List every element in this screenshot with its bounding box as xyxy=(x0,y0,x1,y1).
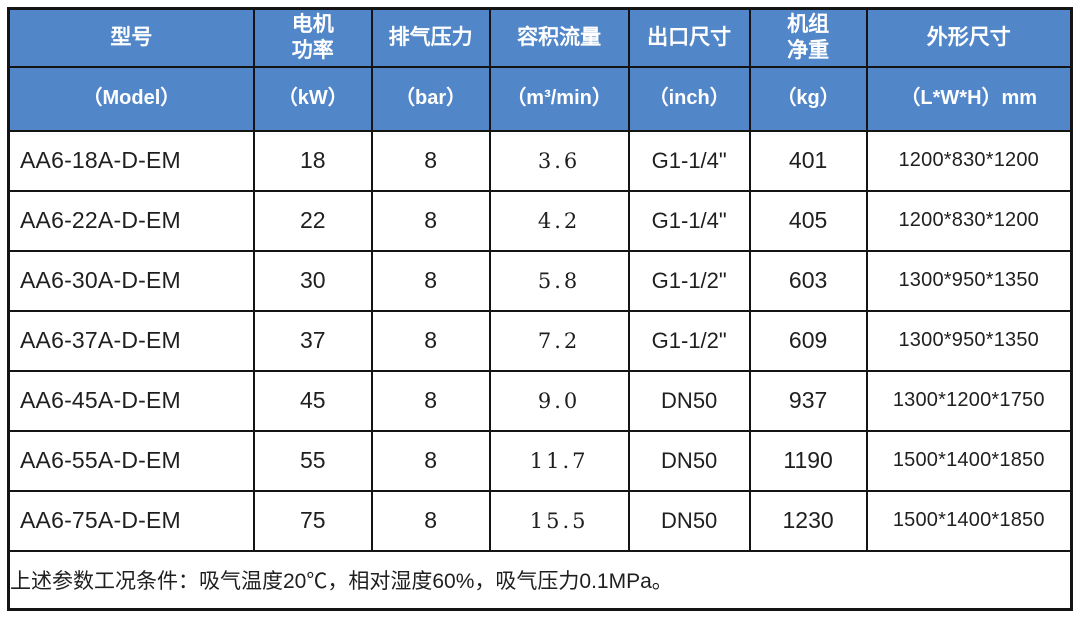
cell-model: AA6-37A-D-EM xyxy=(7,309,255,372)
col-header-discharge-pressure: 排气压力 xyxy=(370,7,491,68)
cell-outlet-size: DN50 xyxy=(627,369,751,432)
cell-dimensions: 1300*950*1350 xyxy=(865,249,1073,312)
cell-model: AA6-75A-D-EM xyxy=(7,489,255,553)
cell-net-weight: 1230 xyxy=(748,489,868,553)
table-footer: 上述参数工况条件：吸气温度20℃，相对湿度60%，吸气压力0.1MPa。 xyxy=(7,550,1073,611)
col-unit-dimensions: （L*W*H）mm xyxy=(865,65,1073,132)
cell-outlet-size: G1-1/4" xyxy=(627,129,751,192)
cell-motor-power: 45 xyxy=(252,369,373,432)
cell-dimensions: 1200*830*1200 xyxy=(865,189,1073,252)
cell-net-weight: 609 xyxy=(748,309,868,372)
col-unit-motor-power: （kW） xyxy=(252,65,373,132)
cell-discharge-pressure: 8 xyxy=(370,429,491,492)
cell-net-weight: 401 xyxy=(748,129,868,192)
header-row-titles: 型号 电机 功率 排气压力 容积流量 出口尺寸 机组 净重 外形尺寸 xyxy=(7,7,1073,68)
col-header-outlet-size: 出口尺寸 xyxy=(627,7,751,68)
cell-net-weight: 1190 xyxy=(748,429,868,492)
cell-dimensions: 1200*830*1200 xyxy=(865,129,1073,192)
table-row: AA6-18A-D-EM 18 8 3.6 G1-1/4" 401 1200*8… xyxy=(7,129,1073,192)
cell-model: AA6-55A-D-EM xyxy=(7,429,255,492)
cell-motor-power: 22 xyxy=(252,189,373,252)
header-row-units: （Model） （kW） （bar） （m³/min） （inch） （kg） … xyxy=(7,65,1073,132)
cell-outlet-size: DN50 xyxy=(627,429,751,492)
cell-volume-flow: 11.7 xyxy=(488,429,630,492)
cell-model: AA6-18A-D-EM xyxy=(7,129,255,192)
spec-table: 型号 电机 功率 排气压力 容积流量 出口尺寸 机组 净重 外形尺寸 （Mode… xyxy=(7,7,1073,611)
cell-outlet-size: DN50 xyxy=(627,489,751,553)
table-row: AA6-75A-D-EM 75 8 15.5 DN50 1230 1500*14… xyxy=(7,489,1073,553)
cell-dimensions: 1300*950*1350 xyxy=(865,309,1073,372)
col-header-motor-power: 电机 功率 xyxy=(252,7,373,68)
cell-volume-flow: 7.2 xyxy=(488,309,630,372)
cell-volume-flow: 3.6 xyxy=(488,129,630,192)
cell-discharge-pressure: 8 xyxy=(370,489,491,553)
col-header-model: 型号 xyxy=(7,7,255,68)
col-header-dimensions: 外形尺寸 xyxy=(865,7,1073,68)
cell-dimensions: 1500*1400*1850 xyxy=(865,489,1073,553)
table-row: AA6-37A-D-EM 37 8 7.2 G1-1/2" 609 1300*9… xyxy=(7,309,1073,372)
cell-outlet-size: G1-1/4" xyxy=(627,189,751,252)
table-row: AA6-22A-D-EM 22 8 4.2 G1-1/4" 405 1200*8… xyxy=(7,189,1073,252)
table-row: AA6-45A-D-EM 45 8 9.0 DN50 937 1300*1200… xyxy=(7,369,1073,432)
cell-dimensions: 1500*1400*1850 xyxy=(865,429,1073,492)
col-header-net-weight: 机组 净重 xyxy=(748,7,868,68)
cell-discharge-pressure: 8 xyxy=(370,129,491,192)
table-row: AA6-55A-D-EM 55 8 11.7 DN50 1190 1500*14… xyxy=(7,429,1073,492)
cell-net-weight: 405 xyxy=(748,189,868,252)
cell-net-weight: 603 xyxy=(748,249,868,312)
cell-motor-power: 55 xyxy=(252,429,373,492)
cell-volume-flow: 5.8 xyxy=(488,249,630,312)
spec-table-container: 型号 电机 功率 排气压力 容积流量 出口尺寸 机组 净重 外形尺寸 （Mode… xyxy=(7,7,1073,611)
note-row: 上述参数工况条件：吸气温度20℃，相对湿度60%，吸气压力0.1MPa。 xyxy=(7,550,1073,611)
col-unit-net-weight: （kg） xyxy=(748,65,868,132)
table-body: AA6-18A-D-EM 18 8 3.6 G1-1/4" 401 1200*8… xyxy=(7,129,1073,553)
col-header-volume-flow: 容积流量 xyxy=(488,7,630,68)
cell-discharge-pressure: 8 xyxy=(370,249,491,312)
cell-discharge-pressure: 8 xyxy=(370,369,491,432)
cell-volume-flow: 9.0 xyxy=(488,369,630,432)
col-unit-volume-flow: （m³/min） xyxy=(488,65,630,132)
table-header: 型号 电机 功率 排气压力 容积流量 出口尺寸 机组 净重 外形尺寸 （Mode… xyxy=(7,7,1073,132)
cell-model: AA6-45A-D-EM xyxy=(7,369,255,432)
cell-volume-flow: 4.2 xyxy=(488,189,630,252)
col-unit-outlet-size: （inch） xyxy=(627,65,751,132)
cell-outlet-size: G1-1/2" xyxy=(627,309,751,372)
cell-model: AA6-22A-D-EM xyxy=(7,189,255,252)
cell-motor-power: 75 xyxy=(252,489,373,553)
cell-net-weight: 937 xyxy=(748,369,868,432)
cell-discharge-pressure: 8 xyxy=(370,189,491,252)
cell-model: AA6-30A-D-EM xyxy=(7,249,255,312)
cell-motor-power: 37 xyxy=(252,309,373,372)
col-unit-discharge-pressure: （bar） xyxy=(370,65,491,132)
cell-discharge-pressure: 8 xyxy=(370,309,491,372)
table-row: AA6-30A-D-EM 30 8 5.8 G1-1/2" 603 1300*9… xyxy=(7,249,1073,312)
cell-motor-power: 30 xyxy=(252,249,373,312)
col-unit-model: （Model） xyxy=(7,65,255,132)
cell-outlet-size: G1-1/2" xyxy=(627,249,751,312)
cell-motor-power: 18 xyxy=(252,129,373,192)
cell-volume-flow: 15.5 xyxy=(488,489,630,553)
cell-dimensions: 1300*1200*1750 xyxy=(865,369,1073,432)
operating-conditions-note: 上述参数工况条件：吸气温度20℃，相对湿度60%，吸气压力0.1MPa。 xyxy=(7,550,1073,611)
